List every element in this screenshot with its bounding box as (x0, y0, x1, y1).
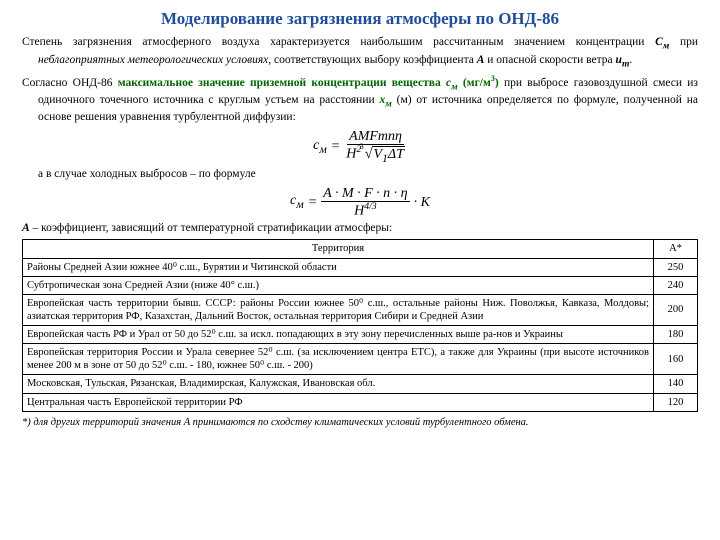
coefficient-table: Территория A* Районы Средней Азии южнее … (22, 239, 698, 411)
table-row: Европейская часть территории бывш. СССР:… (23, 294, 698, 325)
f1-frac: AMFmnη H2 3√V1ΔT (344, 129, 407, 166)
p2-xm: xм (379, 94, 391, 106)
cell-territory: Центральная часть Европейской территории… (23, 393, 654, 411)
col-a: A* (654, 240, 698, 258)
a-coefficient-note: A – коэффициент, зависящий от температур… (22, 221, 698, 235)
cell-territory: Европейская территория России и Урала се… (23, 344, 654, 375)
table-row: Московская, Тульская, Рязанская, Владими… (23, 375, 698, 393)
cell-territory: Европейская часть РФ и Урал от 50 до 52⁰… (23, 326, 654, 344)
table-row: Европейская часть РФ и Урал от 50 до 52⁰… (23, 326, 698, 344)
p1-text-b: при (669, 36, 698, 48)
mid-text: а в случае холодных выбросов – по формул… (38, 167, 698, 181)
p1-italic-1: неблагоприятных метеорологических услови… (38, 54, 268, 66)
footnote: *) для других территорий значения A прин… (22, 416, 698, 429)
a-note-text: – коэффициент, зависящий от температурно… (30, 222, 393, 234)
cell-value: 200 (654, 294, 698, 325)
p2-green: максимальное значение приземной концентр… (118, 77, 499, 89)
table-row: Европейская территория России и Урала се… (23, 344, 698, 375)
cell-value: 120 (654, 393, 698, 411)
p1-text-c: , соответствующих выбору коэффициента (268, 54, 476, 66)
cell-territory: Субтропическая зона Средней Азии (ниже 4… (23, 276, 654, 294)
f1-lhs: cм (313, 137, 327, 157)
cell-value: 250 (654, 258, 698, 276)
f1-den: H2 3√V1ΔT (344, 145, 407, 165)
f2-tail: · K (414, 194, 430, 212)
f2-frac: A · M · F · n · η H4/3 (321, 186, 409, 219)
f1-num: AMFmnη (347, 129, 404, 145)
cell-value: 140 (654, 375, 698, 393)
cell-value: 160 (654, 344, 698, 375)
f2-eq: = (308, 194, 317, 212)
p2-text-a: Согласно ОНД-86 (22, 77, 118, 89)
a-note-symbol: A (22, 222, 30, 234)
col-territory: Территория (23, 240, 654, 258)
p1-u: um (616, 54, 630, 66)
p1-text-e: . (629, 54, 632, 66)
p1-text-a: Степень загрязнения атмосферного воздуха… (22, 36, 655, 48)
f1-eq: = (331, 138, 340, 156)
page-title: Моделирование загрязнения атмосферы по О… (22, 8, 698, 29)
p1-cm: См (655, 36, 669, 48)
cell-territory: Европейская часть территории бывш. СССР:… (23, 294, 654, 325)
cell-territory: Районы Средней Азии южнее 40⁰ с.ш., Буря… (23, 258, 654, 276)
table-row: Центральная часть Европейской территории… (23, 393, 698, 411)
formula-2: cм = A · M · F · n · η H4/3 · K (22, 186, 698, 219)
f2-den: H4/3 (352, 202, 379, 219)
formula-1: cм = AMFmnη H2 3√V1ΔT (22, 129, 698, 166)
table-header-row: Территория A* (23, 240, 698, 258)
table-row: Районы Средней Азии южнее 40⁰ с.ш., Буря… (23, 258, 698, 276)
paragraph-2: Согласно ОНД-86 максимальное значение пр… (22, 74, 698, 125)
table-row: Субтропическая зона Средней Азии (ниже 4… (23, 276, 698, 294)
cell-value: 180 (654, 326, 698, 344)
p1-text-d: и опасной скорости ветра (484, 54, 615, 66)
f2-lhs: cм (290, 192, 304, 212)
cell-value: 240 (654, 276, 698, 294)
cell-territory: Московская, Тульская, Рязанская, Владими… (23, 375, 654, 393)
f2-num: A · M · F · n · η (321, 186, 409, 202)
paragraph-1: Степень загрязнения атмосферного воздуха… (22, 35, 698, 70)
